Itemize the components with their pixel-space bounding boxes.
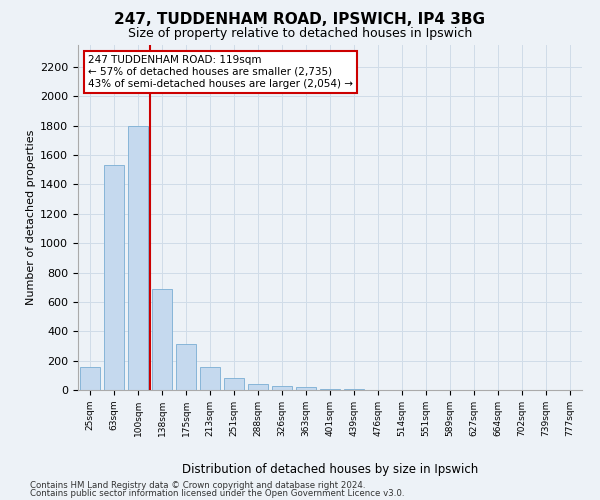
Text: Contains public sector information licensed under the Open Government Licence v3: Contains public sector information licen… xyxy=(30,489,404,498)
Bar xyxy=(272,386,292,390)
Bar xyxy=(152,288,172,390)
Bar xyxy=(80,367,100,390)
Bar xyxy=(104,166,124,390)
Text: 247, TUDDENHAM ROAD, IPSWICH, IP4 3BG: 247, TUDDENHAM ROAD, IPSWICH, IP4 3BG xyxy=(115,12,485,28)
Y-axis label: Number of detached properties: Number of detached properties xyxy=(26,130,36,305)
Bar xyxy=(320,388,340,390)
Bar xyxy=(200,367,220,390)
Bar xyxy=(128,126,148,390)
Bar xyxy=(296,387,316,390)
Text: Distribution of detached houses by size in Ipswich: Distribution of detached houses by size … xyxy=(182,464,478,476)
Bar xyxy=(248,384,268,390)
Text: 247 TUDDENHAM ROAD: 119sqm
← 57% of detached houses are smaller (2,735)
43% of s: 247 TUDDENHAM ROAD: 119sqm ← 57% of deta… xyxy=(88,56,353,88)
Text: Size of property relative to detached houses in Ipswich: Size of property relative to detached ho… xyxy=(128,28,472,40)
Bar xyxy=(176,344,196,390)
Bar xyxy=(224,378,244,390)
Text: Contains HM Land Registry data © Crown copyright and database right 2024.: Contains HM Land Registry data © Crown c… xyxy=(30,480,365,490)
